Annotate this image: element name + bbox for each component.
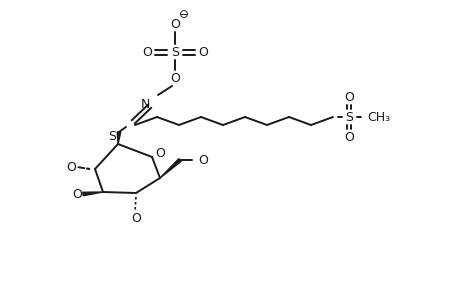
Text: O: O: [343, 91, 353, 103]
Polygon shape: [83, 192, 103, 196]
Text: O: O: [66, 160, 76, 173]
Text: O: O: [170, 17, 179, 31]
Text: O: O: [142, 46, 151, 59]
Text: S: S: [108, 130, 116, 142]
Text: −: −: [179, 10, 188, 20]
Text: S: S: [344, 110, 352, 124]
Text: O: O: [72, 188, 82, 200]
Text: S: S: [171, 46, 179, 59]
Text: O: O: [155, 146, 165, 160]
Text: N: N: [140, 98, 150, 110]
Text: O: O: [197, 154, 207, 166]
Polygon shape: [117, 132, 120, 144]
Text: O: O: [131, 212, 140, 226]
Text: O: O: [343, 130, 353, 143]
Text: CH₃: CH₃: [366, 110, 389, 124]
Text: O: O: [170, 71, 179, 85]
Polygon shape: [160, 159, 181, 178]
Text: O: O: [198, 46, 207, 59]
Text: ⊖: ⊖: [179, 8, 189, 20]
